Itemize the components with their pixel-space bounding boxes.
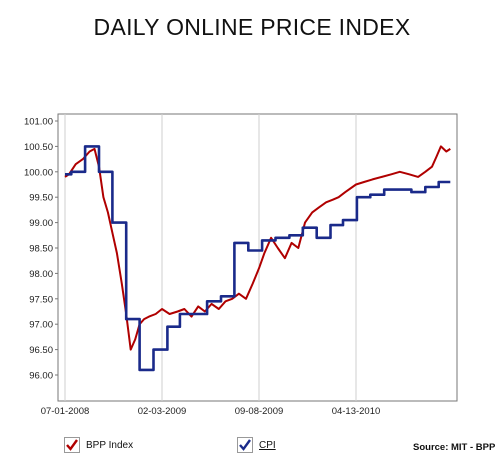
y-tick-label: 97.00 (29, 320, 53, 331)
plot-border (57, 113, 458, 402)
checkbox-checked-icon[interactable] (237, 437, 253, 453)
y-tick-label: 96.50 (29, 345, 53, 356)
legend-bpp-label: BPP Index (86, 439, 134, 451)
y-tick-label: 101.00 (24, 117, 53, 128)
legend-bpp[interactable]: BPP Index (64, 437, 133, 453)
x-tick-label: 04-13-2010 (332, 406, 381, 417)
y-tick-label: 97.50 (29, 294, 53, 305)
grid-layer (64, 114, 357, 401)
legend-cpi[interactable]: CPI (237, 437, 276, 453)
y-tick-label: 100.00 (24, 167, 53, 178)
y-tick-label: 99.50 (29, 193, 53, 204)
y-tick-label: 99.00 (29, 218, 53, 229)
y-tick-label: 100.50 (24, 142, 53, 153)
source-note: Source: MIT - BPP (413, 442, 496, 453)
x-tick-label: 09-08-2009 (235, 406, 284, 417)
series-layer (64, 145, 451, 372)
x-tick-label: 07-01-2008 (41, 406, 90, 417)
legend-cpi-label: CPI (259, 439, 276, 451)
series-line-bpp (64, 145, 451, 351)
y-tick-label: 98.50 (29, 244, 53, 255)
series-line-cpi (65, 145, 451, 372)
y-tick-label: 98.00 (29, 269, 53, 280)
chart-title: DAILY ONLINE PRICE INDEX (93, 14, 411, 40)
y-tick-label: 96.00 (29, 371, 53, 382)
axis-layer: 101.00 100.50 100.00 99.50 99.00 98.50 98.00 97… (24, 117, 380, 418)
checkbox-checked-icon[interactable] (64, 437, 80, 453)
x-tick-label: 02-03-2009 (138, 406, 187, 417)
